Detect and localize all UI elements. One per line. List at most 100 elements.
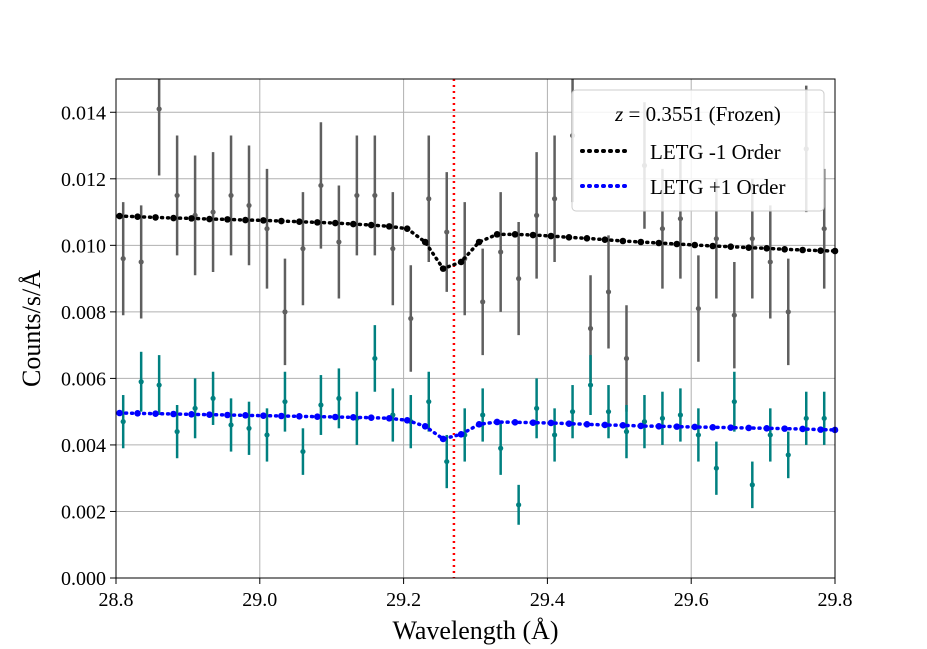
series-plus1-model <box>116 409 839 443</box>
data-point <box>695 305 701 312</box>
data-point <box>785 452 791 458</box>
model-point <box>224 216 231 223</box>
data-point <box>821 415 827 421</box>
model-point <box>745 244 753 251</box>
data-point <box>264 432 270 438</box>
data-point <box>264 226 270 232</box>
data-point <box>605 409 612 415</box>
model-point <box>511 419 519 426</box>
model-point <box>511 231 519 238</box>
model-point <box>763 245 770 252</box>
model-point <box>583 421 591 428</box>
data-point <box>120 419 126 425</box>
model-point <box>817 426 824 433</box>
x-tick-label: 29.6 <box>674 589 709 611</box>
data-point <box>228 422 234 428</box>
data-point <box>623 429 630 435</box>
y-tick-label: 0.014 <box>61 102 106 124</box>
model-point <box>583 235 591 242</box>
y-tick-label: 0.000 <box>61 568 106 590</box>
data-point <box>695 432 701 438</box>
data-point <box>569 409 576 415</box>
data-point <box>677 216 684 222</box>
x-tick-label: 29.8 <box>818 589 853 611</box>
data-point <box>551 432 558 438</box>
y-tick-label: 0.002 <box>61 501 106 523</box>
data-point <box>228 192 234 199</box>
data-point <box>210 395 216 401</box>
data-point <box>587 382 594 388</box>
model-point <box>673 423 681 430</box>
data-point <box>605 289 612 295</box>
model-point <box>475 238 483 246</box>
x-tick-label: 29.2 <box>386 589 421 611</box>
series-minus1-model <box>116 212 839 272</box>
model-point <box>565 420 573 427</box>
model-point <box>817 247 824 254</box>
model-point <box>116 212 123 220</box>
plot-frame <box>115 78 836 579</box>
data-point <box>767 259 773 265</box>
data-point <box>587 325 594 332</box>
model-point <box>493 231 501 238</box>
model-point <box>439 265 447 272</box>
model-point <box>745 424 753 432</box>
data-point <box>300 448 306 455</box>
data-point <box>192 405 198 411</box>
model-point <box>799 246 806 254</box>
data-point <box>138 379 144 385</box>
data-points <box>120 79 827 525</box>
model-point <box>278 412 285 420</box>
model-point <box>709 242 717 250</box>
data-point <box>318 182 324 189</box>
model-point <box>242 412 249 419</box>
data-point <box>282 309 288 315</box>
data-point <box>516 276 522 282</box>
data-point <box>767 432 773 438</box>
model-point <box>385 223 393 230</box>
model-point <box>691 241 699 249</box>
legend-title-value: = 0.3551 (Frozen) <box>623 102 781 126</box>
model-point <box>349 220 357 228</box>
legend: z = 0.3551 (Frozen) LETG -1 Order LETG +… <box>571 89 825 212</box>
data-point <box>426 399 432 405</box>
data-point <box>246 425 252 431</box>
data-point <box>803 415 809 421</box>
model-point <box>601 421 609 429</box>
model-point <box>475 421 483 428</box>
axis-ticks: 28.8 29.0 29.2 29.4 29.6 29.8 0.000 0.002 0.004 0… <box>61 102 853 611</box>
model-point <box>152 410 159 417</box>
legend-label-plus1: LETG +1 Order <box>650 175 785 199</box>
data-point <box>623 355 630 362</box>
model-point <box>493 418 501 426</box>
model-point <box>727 243 735 250</box>
model-point <box>799 425 806 433</box>
model-point <box>188 411 195 418</box>
data-point <box>300 246 306 252</box>
model-point <box>709 424 717 431</box>
model-point <box>601 236 609 243</box>
model-point <box>206 411 213 418</box>
data-point <box>444 458 450 465</box>
data-point <box>174 429 180 435</box>
model-point <box>529 419 537 426</box>
model-point <box>403 225 411 232</box>
series-minus1-data <box>120 79 827 412</box>
model-point <box>331 219 339 227</box>
data-point <box>426 196 432 202</box>
model-point <box>367 221 375 229</box>
model-point <box>188 215 195 222</box>
data-point <box>659 226 666 232</box>
data-point <box>641 419 648 425</box>
model-point <box>763 425 770 432</box>
data-point <box>659 415 666 421</box>
model-point <box>349 414 357 421</box>
data-point <box>138 259 144 265</box>
data-point <box>444 229 450 235</box>
data-point <box>498 445 504 451</box>
data-point <box>372 192 378 199</box>
model-point <box>260 217 267 224</box>
model-point <box>331 413 339 421</box>
model-point <box>727 424 735 431</box>
